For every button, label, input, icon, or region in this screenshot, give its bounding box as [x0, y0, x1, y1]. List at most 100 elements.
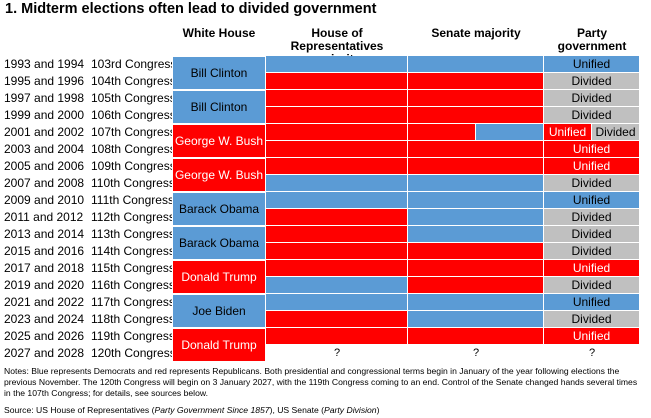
row-congress: 111th Congress	[91, 193, 174, 207]
president-cell: Bill Clinton	[172, 90, 266, 124]
source-house-title: Party Government Since 1857	[154, 405, 270, 415]
house-cell	[266, 243, 408, 260]
row-congress: 106th Congress	[91, 108, 176, 122]
row-years: 1999 and 2000	[4, 108, 85, 122]
senate-cell-republican	[408, 124, 476, 141]
house-cell	[266, 226, 408, 243]
government-cell: Divided	[544, 107, 640, 124]
house-cell	[266, 73, 408, 90]
president-name: Bill Clinton	[190, 100, 248, 114]
row-years: 2003 and 2004	[4, 142, 85, 156]
government-cell: Unified	[544, 192, 640, 209]
government-cell: Unified	[544, 294, 640, 311]
senate-cell	[408, 277, 544, 294]
government-cell: Divided	[544, 311, 640, 328]
president-cell: George W. Bush	[172, 158, 266, 192]
row-congress: 103rd Congress	[91, 57, 177, 71]
row-years: 2023 and 2024	[4, 312, 85, 326]
house-cell	[266, 192, 408, 209]
row-congress: 113th Congress	[91, 227, 175, 241]
header-white-house: White House	[182, 26, 256, 40]
senate-cell	[408, 311, 544, 328]
president-cell: Barack Obama	[172, 192, 266, 226]
row-years: 2013 and 2014	[4, 227, 85, 241]
government-cell: Divided	[544, 226, 640, 243]
senate-cell	[408, 73, 544, 90]
row-years: 2025 and 2026	[4, 329, 85, 343]
row-congress: 109th Congress	[91, 159, 176, 173]
row-congress: 108th Congress	[91, 142, 176, 156]
president-name: Barack Obama	[178, 202, 260, 216]
source-senate-title: Party Division	[324, 405, 377, 415]
house-cell	[266, 90, 408, 107]
senate-cell	[408, 209, 544, 226]
row-years: 2019 and 2020	[4, 278, 85, 292]
senate-cell	[408, 192, 544, 209]
president-name: Donald Trump	[181, 338, 257, 352]
house-cell	[266, 124, 408, 141]
president-name: Bill Clinton	[190, 66, 248, 80]
government-cell-unified: Unified	[544, 124, 592, 141]
house-cell	[266, 260, 408, 277]
row-congress: 104th Congress	[91, 74, 176, 88]
house-cell	[266, 277, 408, 294]
president-cell: Donald Trump	[172, 260, 266, 294]
senate-cell	[408, 56, 544, 73]
source-suffix: )	[376, 405, 380, 415]
header-party-government: Party government	[557, 26, 627, 53]
row-years: 2027 and 2028	[4, 346, 85, 360]
president-name: Donald Trump	[181, 270, 257, 284]
house-cell	[266, 311, 408, 328]
senate-unknown: ?	[472, 347, 480, 359]
president-cell: Bill Clinton	[172, 56, 266, 90]
row-congress: 110th Congress	[91, 176, 175, 190]
row-congress: 105th Congress	[91, 91, 176, 105]
row-years: 2017 and 2018	[4, 261, 85, 275]
senate-cell	[408, 158, 544, 175]
president-name: Joe Biden	[192, 304, 246, 318]
row-congress: 120th Congress	[91, 346, 176, 360]
row-years: 1997 and 1998	[4, 91, 85, 105]
government-cell: Divided	[544, 243, 640, 260]
government-cell: Divided	[544, 175, 640, 192]
government-cell: Unified	[544, 141, 640, 158]
row-years: 1993 and 1994	[4, 57, 85, 71]
government-cell: Unified	[544, 260, 640, 277]
senate-cell	[408, 90, 544, 107]
senate-cell	[408, 294, 544, 311]
row-congress: 119th Congress	[91, 329, 175, 343]
senate-cell	[408, 328, 544, 345]
president-name: Barack Obama	[178, 236, 260, 250]
senate-cell	[408, 107, 544, 124]
house-cell	[266, 294, 408, 311]
house-cell	[266, 56, 408, 73]
government-cell: Unified	[544, 158, 640, 175]
house-cell	[266, 141, 408, 158]
source-line: Source: US House of Representatives (Par…	[4, 405, 644, 416]
senate-cell	[408, 243, 544, 260]
row-congress: 116th Congress	[91, 278, 175, 292]
row-years: 2009 and 2010	[4, 193, 85, 207]
row-congress: 118th Congress	[91, 312, 175, 326]
row-years: 2015 and 2016	[4, 244, 85, 258]
row-years: 1995 and 1996	[4, 74, 85, 88]
president-name: George W. Bush	[174, 134, 264, 148]
president-cell: Barack Obama	[172, 226, 266, 260]
row-years: 2007 and 2008	[4, 176, 85, 190]
row-years: 2011 and 2012	[4, 210, 84, 224]
notes: Notes: Blue represents Democrats and red…	[4, 366, 638, 398]
president-name: George W. Bush	[174, 168, 264, 182]
row-congress: 112th Congress	[91, 210, 175, 224]
source-middle: ), US Senate (	[269, 405, 325, 415]
row-years: 2001 and 2002	[4, 125, 85, 139]
government-cell: Divided	[544, 73, 640, 90]
row-years: 2021 and 2022	[4, 295, 85, 309]
government-cell: Unified	[544, 56, 640, 73]
president-cell: George W. Bush	[172, 124, 266, 158]
source-prefix: Source: US House of Representatives (	[4, 405, 155, 415]
house-cell	[266, 209, 408, 226]
government-cell: Divided	[544, 90, 640, 107]
row-congress: 117th Congress	[91, 295, 175, 309]
senate-cell	[408, 226, 544, 243]
house-cell	[266, 328, 408, 345]
